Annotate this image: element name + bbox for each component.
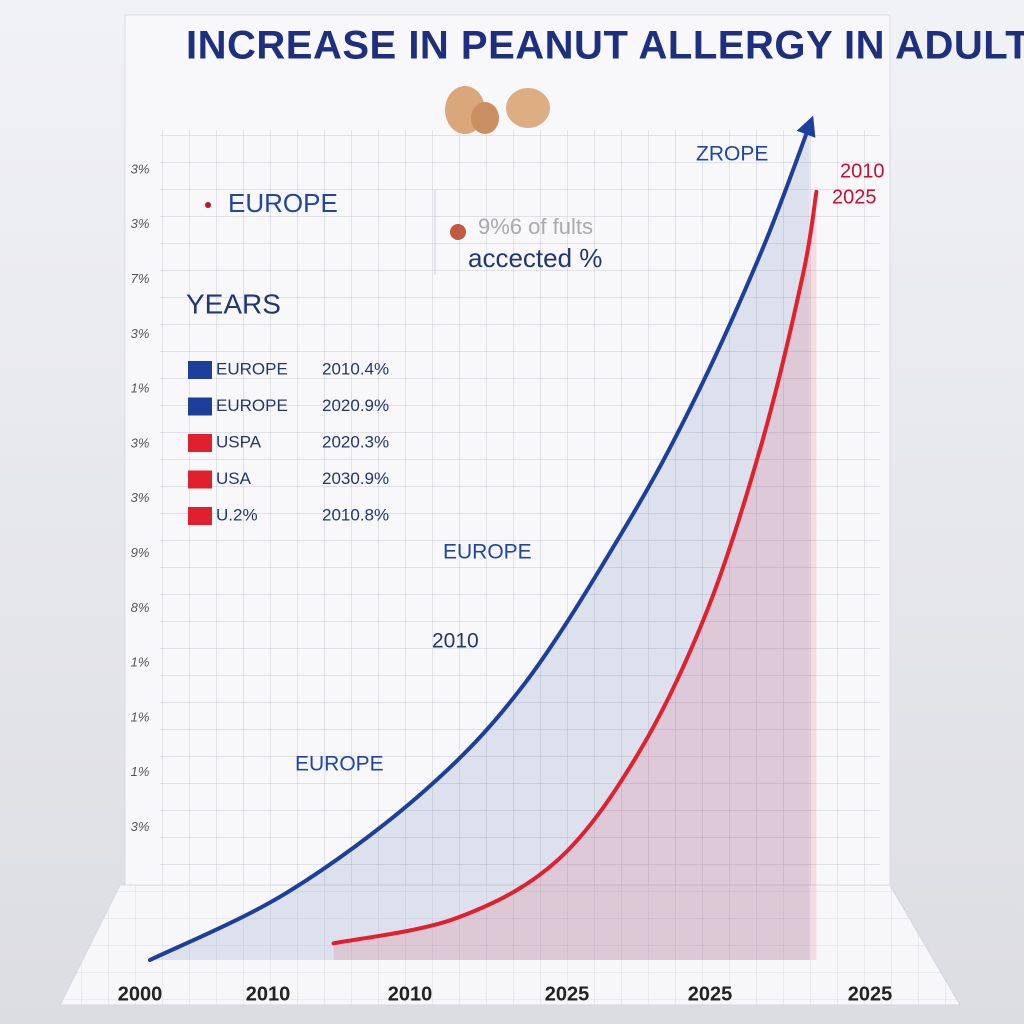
y-axis-label: 1% [131, 655, 150, 670]
legend-swatch [188, 507, 212, 525]
legend-label: USPA [216, 432, 262, 451]
legend-swatch [188, 470, 212, 489]
legend-label: EUROPE [216, 396, 288, 415]
legend-title: YEARS [186, 288, 281, 319]
bullet [205, 202, 211, 208]
annotation: accected % [468, 243, 602, 273]
x-axis-label: 2025 [688, 983, 733, 1005]
chart-title: INCREASE IN PEANUT ALLERGY IN ADULTS [186, 24, 1024, 68]
annotation: ZROPE [696, 143, 768, 166]
y-axis-label: 3% [131, 326, 150, 341]
y-axis-label: 3% [131, 435, 150, 450]
annotation: 2025 [832, 186, 877, 208]
legend-value: 2010.8% [322, 505, 389, 524]
y-axis-label: 3% [131, 819, 150, 834]
legend-swatch [188, 361, 212, 379]
y-axis-label: 1% [131, 381, 150, 396]
annotation: 2010 [432, 630, 479, 653]
legend-label: USA [216, 469, 252, 488]
floor-grid [60, 885, 960, 1005]
legend-label: EUROPE [216, 359, 288, 378]
series-line [148, 115, 816, 962]
legend-value: 2020.3% [322, 432, 389, 451]
x-axis-label: 2025 [545, 983, 590, 1005]
legend-heading: EUROPE [228, 188, 338, 218]
y-axis-label: 3% [131, 490, 150, 505]
legend-swatch [188, 434, 212, 452]
legend-label: U.2% [216, 505, 258, 524]
series-area [333, 191, 817, 961]
y-axis-label: 1% [131, 764, 150, 779]
annotation: EUROPE [295, 753, 384, 776]
legend-value: 2020.9% [322, 396, 389, 415]
annotation: 9%6 of fults [478, 214, 593, 239]
legend-value: 2030.9% [322, 469, 389, 488]
y-axis-label: 7% [131, 271, 150, 286]
legend-swatch [188, 397, 212, 416]
y-axis-label: 9% [131, 545, 150, 560]
peanuts [445, 86, 550, 134]
series-area [150, 125, 810, 960]
x-axis-label: 2010 [246, 983, 291, 1005]
annotation: EUROPE [443, 541, 532, 564]
series-line [331, 189, 819, 946]
y-axis-label: 8% [131, 600, 150, 615]
annotation: 2010 [840, 160, 885, 182]
y-axis-label: 3% [131, 216, 150, 231]
y-axis-label: 1% [131, 709, 150, 724]
legend-value: 2010.4% [322, 359, 389, 378]
x-axis-label: 2025 [848, 983, 893, 1005]
peanut-icon [450, 224, 466, 240]
y-axis-label: 3% [131, 161, 150, 176]
x-axis-label: 2010 [388, 983, 433, 1005]
x-axis-label: 2000 [118, 983, 163, 1005]
